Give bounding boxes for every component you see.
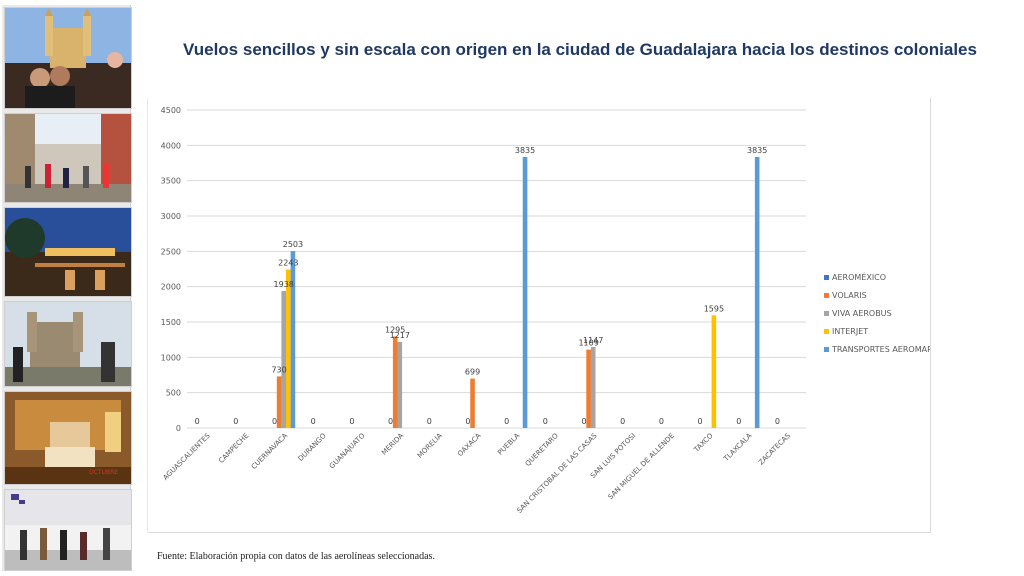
x-tick-label-7: OAXACA xyxy=(456,432,483,459)
x-tick-label-10: SAN CRISTOBAL DE LAS CASAS xyxy=(515,431,599,515)
data-label-2-4: 2503 xyxy=(283,240,303,249)
data-label-13-3: 1595 xyxy=(704,304,724,313)
bar-volaris-2 xyxy=(276,376,282,428)
bar-viva-aerobus-2 xyxy=(281,291,287,428)
y-tick-label-2500: 2500 xyxy=(161,247,181,256)
bar-viva-aerobus-10 xyxy=(590,346,596,428)
legend-swatch-1 xyxy=(824,293,829,298)
data-label-13-0: 0 xyxy=(698,417,703,426)
data-label-11-0: 0 xyxy=(620,417,625,426)
data-label-5-0: 0 xyxy=(388,417,393,426)
legend-label-2: VIVA AEROBUS xyxy=(832,309,892,318)
y-tick-label-4500: 4500 xyxy=(161,106,181,115)
data-label-5-1: 1295 xyxy=(385,325,405,334)
data-label-2-0: 0 xyxy=(272,417,277,426)
bar-chart: 0 500 1000 1500 2000 2500 3000 3500 4000 4500 0 0 0 7… xyxy=(161,106,930,515)
x-tick-label-12: SAN MIGUEL DE ALLENDE xyxy=(607,432,676,501)
data-label-7-0: 0 xyxy=(465,417,470,426)
data-label-0-0: 0 xyxy=(195,417,200,426)
data-label-7-1: 699 xyxy=(465,368,480,377)
bar-interjet-2 xyxy=(286,269,291,428)
legend-label-1: VOLARIS xyxy=(832,291,867,300)
x-tick-label-4: GUANAJUATO xyxy=(328,431,367,470)
data-label-14-0: 0 xyxy=(736,417,741,426)
data-label-12-0: 0 xyxy=(659,417,664,426)
data-label-2-2: 1938 xyxy=(274,280,294,289)
x-tick-label-15: ZACATECAS xyxy=(757,431,792,466)
data-label-3-0: 0 xyxy=(311,417,316,426)
y-tick-label-3000: 3000 xyxy=(161,212,181,221)
x-tick-label-3: DURANGO xyxy=(297,431,328,462)
data-label-9-0: 0 xyxy=(543,417,548,426)
market-walk-photo xyxy=(4,489,132,571)
x-tick-label-6: MORELIA xyxy=(416,432,444,460)
y-tick-label-1500: 1500 xyxy=(161,318,181,327)
x-tick-label-1: CAMPECHE xyxy=(217,432,250,465)
data-label-15-0: 0 xyxy=(775,417,780,426)
chart-container: 0 500 1000 1500 2000 2500 3000 3500 4000 4500 0 0 0 7… xyxy=(148,98,931,533)
data-label-4-0: 0 xyxy=(349,417,354,426)
data-label-2-3: 2243 xyxy=(278,258,298,267)
page-title: Vuelos sencillos y sin escala con origen… xyxy=(183,40,977,59)
data-label-10-2: 1147 xyxy=(583,336,603,345)
x-tick-label-8: PUEBLA xyxy=(496,432,521,457)
photo-badge: OCTUBRE xyxy=(89,469,118,476)
data-label-14-4: 3835 xyxy=(747,146,767,155)
source-note: Fuente: Elaboración propia con datos de … xyxy=(157,551,435,562)
legend-swatch-0 xyxy=(824,275,829,280)
bar-viva-aerobus-5 xyxy=(397,341,403,428)
y-tick-label-2000: 2000 xyxy=(161,283,181,292)
x-tick-label-13: TAXCO xyxy=(692,431,715,454)
church-tourists-photo xyxy=(4,301,132,387)
bar-volaris-10 xyxy=(586,349,591,428)
night-terrace-photo xyxy=(4,207,132,297)
data-label-5-2: 1217 xyxy=(390,331,410,340)
y-tick-label-4000: 4000 xyxy=(161,141,181,150)
legend-swatch-4 xyxy=(824,347,829,352)
cathedral-plaza-photo xyxy=(4,7,132,109)
data-label-2-1: 730 xyxy=(271,365,286,374)
legend-label-0: AEROMÉXICO xyxy=(832,271,886,282)
data-label-8-4: 3835 xyxy=(515,146,535,155)
y-tick-label-500: 500 xyxy=(166,389,181,398)
y-tick-label-1000: 1000 xyxy=(161,353,181,362)
legend-swatch-3 xyxy=(824,329,829,334)
x-tick-label-9: QUERETARO xyxy=(524,431,561,468)
x-tick-label-0: AGUASCALIENTES xyxy=(162,431,213,482)
data-label-10-1: 1109 xyxy=(578,339,598,348)
bar-volaris-7 xyxy=(470,378,475,428)
bar-interjet-13 xyxy=(711,315,717,428)
street-crowd-photo xyxy=(4,113,132,203)
data-label-8-0: 0 xyxy=(504,417,509,426)
bar-transportes-aeromar-14 xyxy=(754,156,760,428)
y-tick-label-3500: 3500 xyxy=(161,177,181,186)
hotel-room-photo: OCTUBRE xyxy=(4,391,132,485)
x-tick-label-2: CUERNAVACA xyxy=(250,432,289,471)
data-label-6-0: 0 xyxy=(427,417,432,426)
y-tick-label-0: 0 xyxy=(176,424,181,433)
data-label-10-0: 0 xyxy=(581,417,586,426)
legend-swatch-2 xyxy=(824,311,829,316)
photo-strip: OCTUBRE xyxy=(2,5,132,571)
bar-transportes-aeromar-8 xyxy=(522,156,528,428)
data-label-1-0: 0 xyxy=(233,417,238,426)
x-tick-label-5: MERIDA xyxy=(380,432,405,457)
bar-volaris-5 xyxy=(392,336,398,428)
legend-label-4: TRANSPORTES AEROMAR xyxy=(831,345,930,354)
bar-transportes-aeromar-2 xyxy=(290,251,296,428)
legend-label-3: INTERJET xyxy=(832,327,868,336)
x-tick-label-14: TLAXCALA xyxy=(722,432,754,464)
